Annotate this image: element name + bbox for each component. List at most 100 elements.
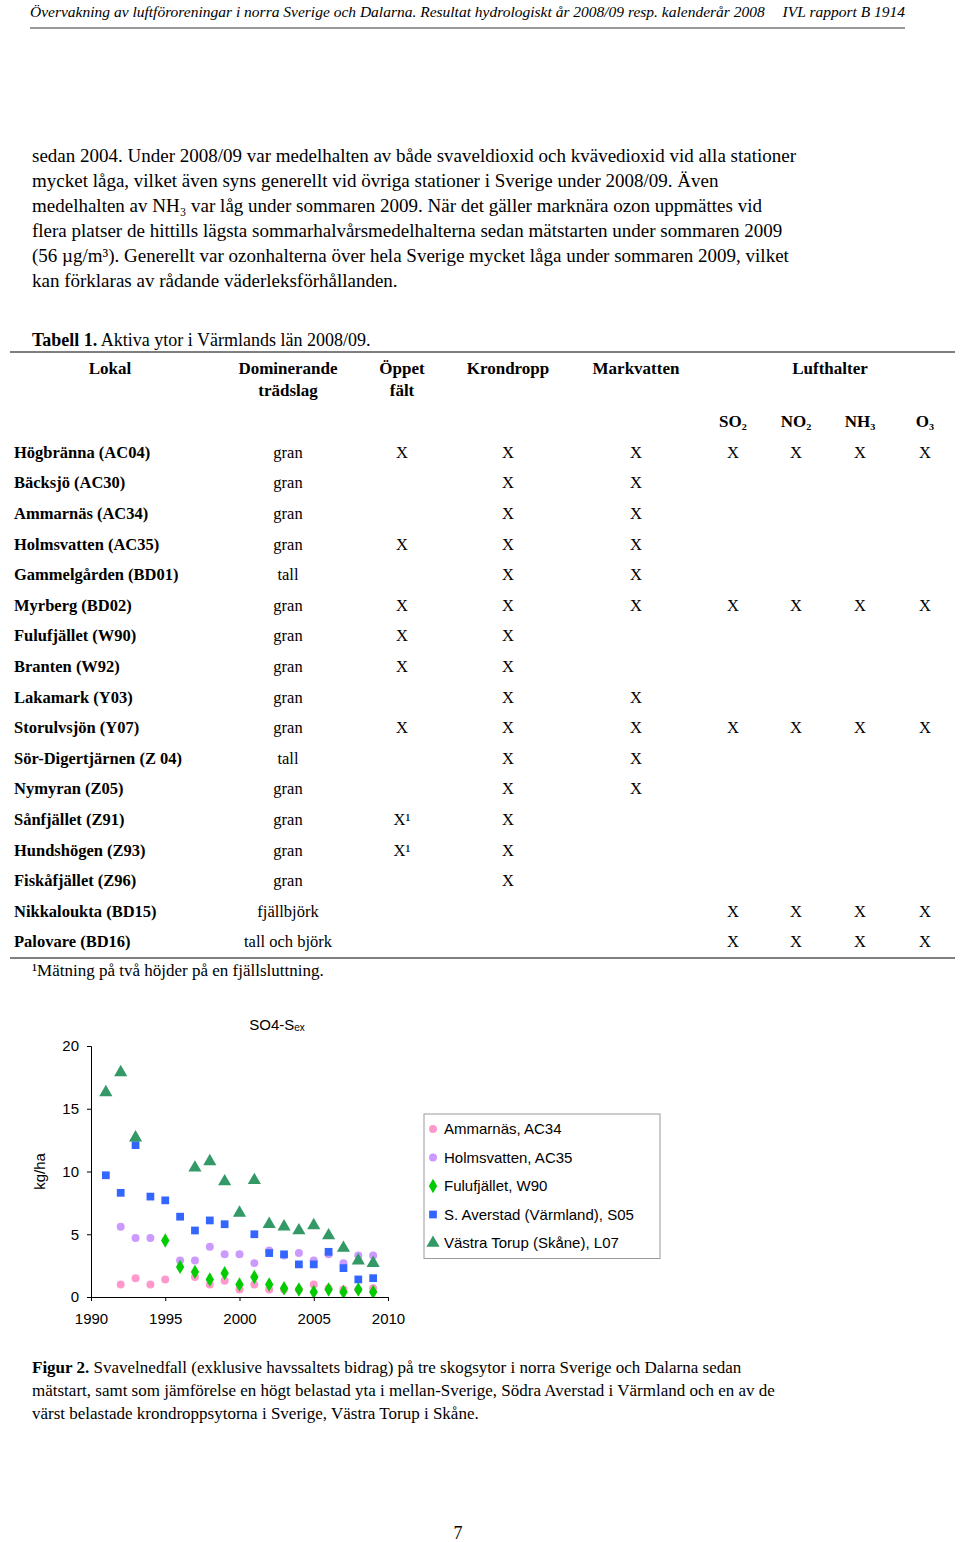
table-cell: gran: [273, 779, 302, 798]
column-subheader: SO₂: [719, 412, 747, 431]
report-number: IVL rapport B 1914: [782, 3, 906, 20]
table-cell: X: [854, 932, 866, 951]
tick-mark: [91, 1297, 92, 1301]
table-cell: gran: [273, 535, 302, 554]
table-cell: X: [502, 841, 514, 860]
x-tick: 1990: [75, 1297, 108, 1327]
chart-title: SO4-Sₑₓ: [249, 1016, 305, 1033]
table-cell: gran: [273, 596, 302, 615]
table-cell: gran: [273, 718, 302, 737]
legend-box: [424, 1114, 660, 1259]
point: [325, 1248, 333, 1256]
point: [114, 1065, 127, 1076]
point: [236, 1250, 244, 1258]
table-cell: X: [502, 565, 514, 584]
table-cell: X: [919, 902, 931, 921]
point: [99, 1085, 112, 1096]
point: [295, 1249, 303, 1257]
point: [161, 1233, 169, 1247]
row-name: Sör-Digertjärnen (Z 04): [14, 749, 182, 768]
row-name: Fiskåfjället (Z96): [14, 871, 136, 890]
point: [221, 1220, 229, 1228]
table-cell: X: [919, 443, 931, 462]
y-tick: 15: [62, 1100, 91, 1117]
figure-caption: Figur 2. Svavelnedfall (exklusive havssa…: [32, 1358, 742, 1377]
table-cell: gran: [273, 626, 302, 645]
table-cell: X: [854, 443, 866, 462]
column-subheader: O₃: [916, 412, 934, 431]
table-cell: X: [727, 596, 739, 615]
point: [295, 1260, 303, 1268]
tick-label: 1990: [75, 1310, 108, 1327]
point: [147, 1193, 155, 1201]
table-cell: gran: [273, 657, 302, 676]
point: [354, 1276, 362, 1284]
table-cell: X: [790, 443, 802, 462]
series: [102, 1141, 377, 1283]
row-name: Högbränna (AC04): [14, 443, 150, 462]
x-axis: 19901995200020052010: [75, 1297, 405, 1327]
column-header: Lufthalter: [792, 359, 868, 378]
table-cell: X¹: [394, 841, 411, 860]
legend: Ammarnäs, AC34Holmsvatten, AC35Fulufjäll…: [424, 1114, 660, 1259]
point: [280, 1250, 288, 1258]
table-footnote: ¹Mätning på två höjder på en fjällsluttn…: [32, 961, 324, 980]
series: [117, 1223, 377, 1267]
row-name: Gammelgården (BD01): [14, 565, 179, 584]
point: [340, 1264, 348, 1272]
table-cell: X: [919, 932, 931, 951]
table-cell: X: [502, 749, 514, 768]
x-tick: 2010: [372, 1297, 405, 1327]
table-cell: gran: [273, 473, 302, 492]
point: [337, 1240, 350, 1251]
tick-mark: [87, 1046, 91, 1047]
tick-label: 5: [71, 1226, 79, 1243]
body-line: (56 µg/m³). Generellt var ozonhalterna ö…: [32, 245, 790, 267]
point: [117, 1189, 125, 1197]
table-cell: X: [396, 626, 408, 645]
legend-marker: [426, 1235, 439, 1246]
table-cell: X: [630, 535, 642, 554]
column-header: Markvatten: [593, 359, 680, 378]
table-caption: Tabell 1. Aktiva ytor i Värmlands län 20…: [32, 330, 371, 350]
point: [295, 1282, 303, 1296]
column-header: Dominerande: [238, 359, 338, 378]
point: [102, 1171, 110, 1179]
table-cell: X¹: [394, 810, 411, 829]
point: [265, 1277, 273, 1291]
row-name: Nikkaloukta (BD15): [14, 902, 157, 921]
tick-mark: [87, 1234, 91, 1235]
point: [191, 1227, 199, 1235]
row-name: Palovare (BD16): [14, 932, 131, 951]
y-axis-title: kg/ha: [31, 1152, 48, 1189]
table-cell: X: [630, 749, 642, 768]
point: [188, 1160, 201, 1171]
table-cell: X: [727, 718, 739, 737]
point: [367, 1256, 380, 1267]
table-cell: X: [502, 443, 514, 462]
table-cell: X: [396, 535, 408, 554]
table-cell: X: [630, 688, 642, 707]
point: [307, 1218, 320, 1229]
table-cell: X: [630, 779, 642, 798]
table-cell: X: [790, 596, 802, 615]
tick-label: 15: [62, 1100, 79, 1117]
table-cell: gran: [273, 688, 302, 707]
point: [132, 1274, 140, 1282]
table-cell: X: [502, 688, 514, 707]
table-cell: X: [502, 657, 514, 676]
table-cell: gran: [273, 443, 302, 462]
legend-entry: Västra Torup (Skåne), L07: [444, 1234, 619, 1251]
point: [161, 1275, 169, 1283]
table-cell: X: [396, 718, 408, 737]
point: [176, 1213, 184, 1221]
table-cell: gran: [273, 871, 302, 890]
point: [146, 1280, 154, 1288]
tick-mark: [314, 1297, 315, 1301]
point: [117, 1223, 125, 1231]
table-cell: X: [630, 504, 642, 523]
x-tick: 2005: [298, 1297, 331, 1327]
table-cell: X: [502, 626, 514, 645]
table-cell: X: [502, 535, 514, 554]
point: [176, 1260, 184, 1274]
